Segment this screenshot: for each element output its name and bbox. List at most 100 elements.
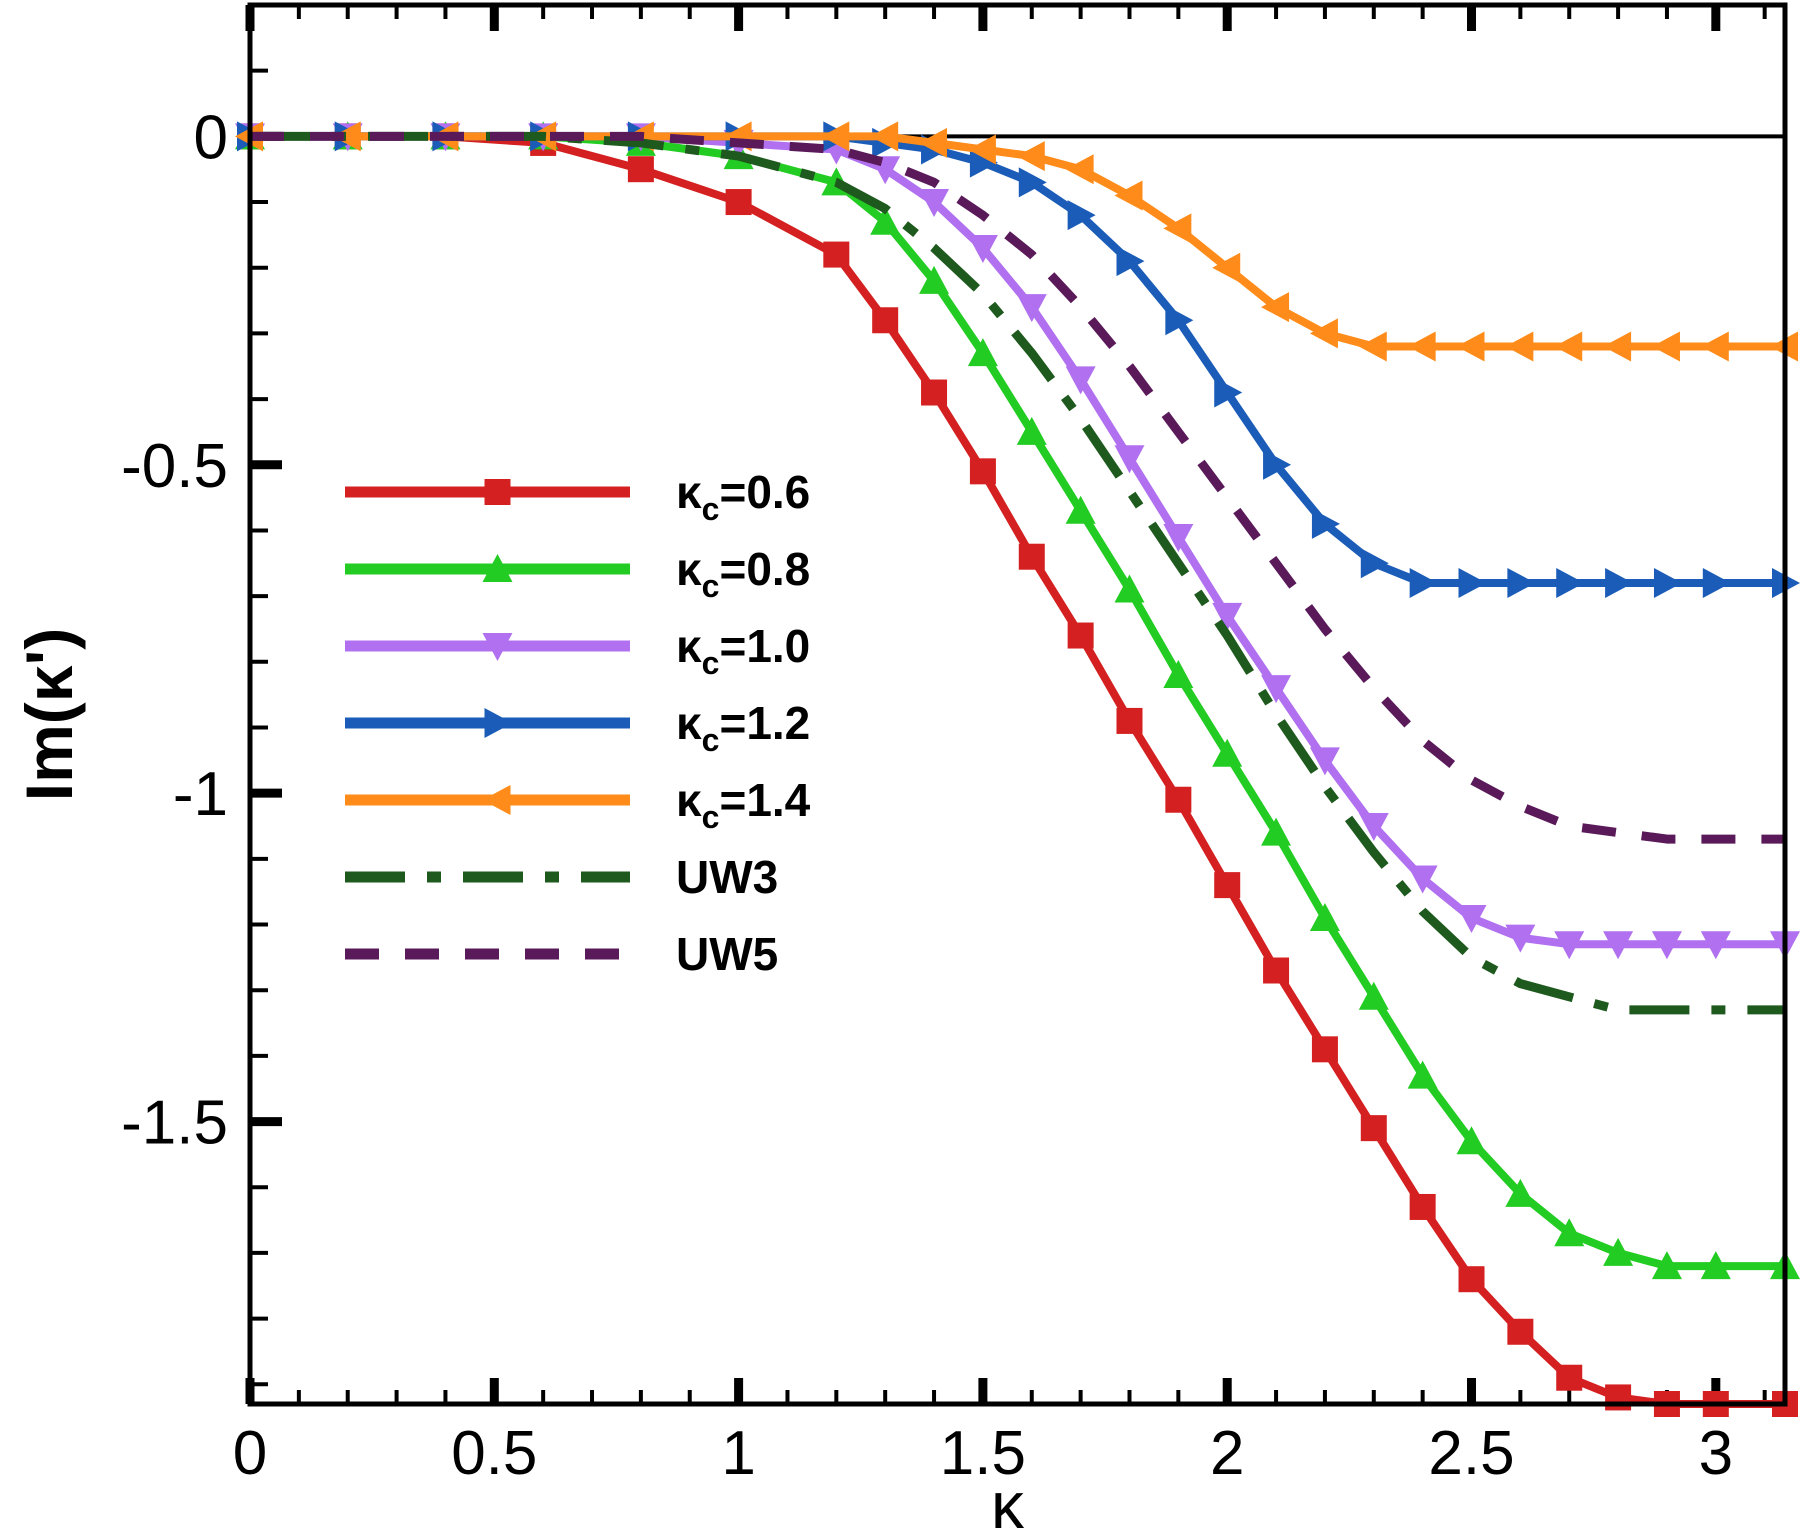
data-point [1016, 294, 1047, 323]
data-point [1700, 1251, 1731, 1280]
data-point [1507, 567, 1536, 598]
data-point [627, 156, 654, 183]
legend-marker [484, 479, 511, 505]
series-line [250, 132, 1785, 1408]
y-tick-label: -1.5 [121, 1089, 228, 1158]
legend-label: κc=1.2 [676, 697, 810, 758]
legend-label: UW3 [676, 851, 778, 903]
data-point [1605, 1384, 1632, 1411]
data-point [821, 121, 850, 152]
data-point [1165, 786, 1192, 813]
data-point [919, 127, 948, 158]
y-tick-label: 0 [194, 103, 228, 172]
series--c-0-6 [237, 123, 1798, 1417]
data-point [1309, 318, 1338, 349]
legend-entry: κc=1.0 [345, 620, 810, 681]
legend-label: κc=0.6 [676, 466, 810, 527]
data-point [1603, 331, 1632, 362]
series-line [250, 131, 1785, 1015]
data-point [1065, 154, 1094, 185]
data-point [725, 189, 752, 216]
data-point [1018, 167, 1047, 198]
data-point [969, 458, 996, 485]
legend: κc=0.6 κc=0.8 κc=1.0 κc=1.2 κc=1.4 UW3 UW5 [345, 466, 811, 980]
data-point [1065, 366, 1096, 395]
data-point [1456, 1126, 1487, 1155]
plot-border [247, 2, 1788, 1407]
data-point [1261, 817, 1292, 846]
data-point [1554, 1218, 1585, 1247]
data-point [870, 206, 901, 235]
data-point [1556, 1364, 1583, 1391]
data-point [870, 121, 899, 152]
data-point [1554, 931, 1585, 960]
data-point [1458, 567, 1487, 598]
data-point [1067, 622, 1094, 649]
data-point [1651, 331, 1680, 362]
series-line [250, 132, 1785, 587]
data-point [1358, 813, 1389, 842]
data-point [1309, 747, 1340, 776]
data-point [1016, 141, 1045, 172]
data-point [1065, 495, 1096, 524]
data-point [1116, 707, 1143, 734]
data-point [1409, 1193, 1436, 1220]
data-point [1114, 445, 1145, 474]
data-point [1067, 200, 1096, 231]
legend-entry: UW3 [345, 851, 778, 903]
data-point [1114, 180, 1143, 211]
legend-marker [482, 785, 511, 815]
data-point [1407, 1060, 1438, 1089]
data-point [1505, 331, 1534, 362]
series-group [235, 121, 1800, 1417]
legend-marker [484, 708, 513, 738]
data-point [1507, 1318, 1534, 1345]
x-tick-label: 1 [721, 1419, 755, 1488]
x-tick-label: 0 [233, 1419, 267, 1488]
data-point [1456, 904, 1487, 933]
series-uw3 [250, 131, 1785, 1015]
data-point [1458, 1266, 1485, 1293]
data-point [1358, 331, 1387, 362]
y-tick-label: -0.5 [121, 432, 228, 501]
legend-entry: κc=0.8 [345, 543, 810, 604]
data-point [921, 379, 948, 406]
data-point [1456, 331, 1485, 362]
data-point [1407, 865, 1438, 894]
data-point [872, 307, 899, 334]
legend-marker [482, 633, 513, 661]
series-line [250, 132, 1785, 1271]
x-tick-label: 1.5 [940, 1419, 1026, 1488]
legend-entry: κc=1.2 [345, 697, 810, 758]
data-point [1505, 924, 1536, 953]
legend-label: κc=1.0 [676, 620, 810, 681]
data-point [1212, 252, 1241, 283]
data-point [1163, 213, 1192, 244]
plot-frame [247, 2, 1788, 1407]
x-tick-label: 2.5 [1428, 1419, 1514, 1488]
data-point [967, 134, 996, 165]
data-point [1263, 449, 1292, 480]
data-point [1261, 675, 1292, 704]
legend-marker [482, 554, 513, 582]
data-point [967, 235, 998, 264]
data-point [1651, 1251, 1682, 1280]
legend-label: UW5 [676, 928, 778, 980]
data-point [1309, 902, 1340, 931]
data-point [1114, 574, 1145, 603]
data-point [1263, 957, 1290, 984]
data-point [969, 147, 998, 178]
x-tick-label: 3 [1699, 1419, 1733, 1488]
data-point [1163, 659, 1194, 688]
data-point [1163, 524, 1194, 553]
data-point [1603, 1237, 1634, 1266]
data-point [1409, 567, 1438, 598]
data-point [1360, 548, 1389, 579]
y-axis-title: Im(κ') [12, 628, 86, 801]
series--c-1-4 [235, 121, 1798, 362]
data-point [1212, 602, 1243, 631]
data-point [1653, 567, 1682, 598]
data-point [1214, 872, 1241, 899]
legend-label: κc=0.8 [676, 543, 810, 604]
